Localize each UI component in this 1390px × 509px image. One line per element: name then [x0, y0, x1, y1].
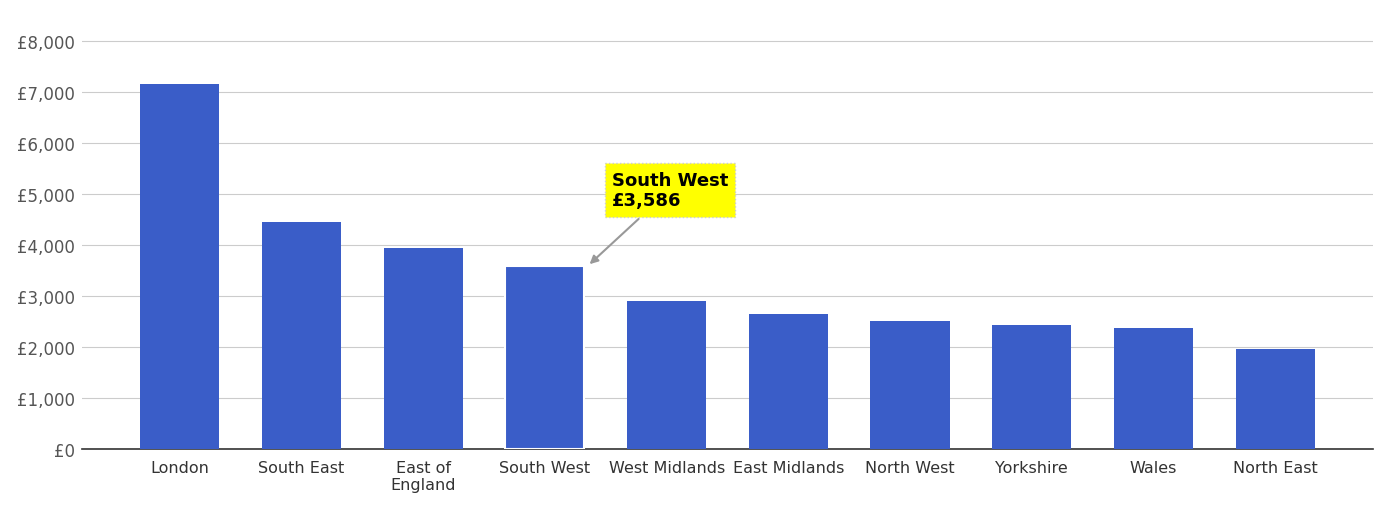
Bar	[1113, 328, 1193, 449]
Bar	[140, 86, 220, 449]
Bar	[870, 322, 949, 449]
Bar	[261, 222, 341, 449]
Text: South West
£3,586: South West £3,586	[591, 171, 728, 263]
Bar	[749, 314, 828, 449]
Bar	[384, 248, 463, 449]
Bar	[506, 267, 584, 449]
Bar	[627, 301, 706, 449]
Bar	[1236, 350, 1315, 449]
Bar	[992, 325, 1072, 449]
